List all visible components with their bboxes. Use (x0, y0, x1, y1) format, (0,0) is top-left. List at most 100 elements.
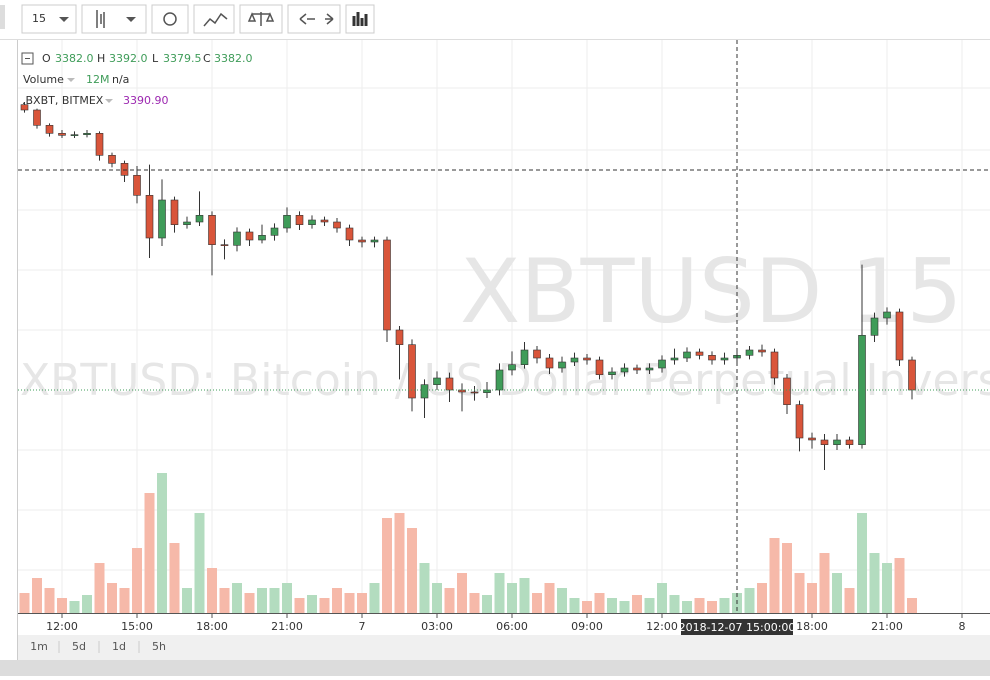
volume-bar (94, 563, 105, 613)
candle-body (320, 219, 329, 223)
candle-body (258, 235, 266, 241)
candle-body (20, 104, 29, 111)
candle-body (533, 349, 541, 359)
volume-bar (269, 588, 280, 613)
volume-value: n/a (112, 73, 129, 86)
legend-open-label: O (42, 52, 51, 65)
volume-bar (682, 601, 692, 613)
volume-bar (432, 583, 442, 613)
volume-bar (494, 573, 505, 613)
volume-bar (894, 558, 905, 613)
volume-bar (482, 595, 492, 613)
candle-body (908, 359, 916, 391)
legend-low: 3379.5 (163, 52, 202, 65)
volume-bar (519, 578, 530, 613)
x-tick-label: 12:00 (646, 620, 678, 633)
range-button[interactable]: 5d (72, 640, 86, 653)
volume-bar (532, 593, 542, 613)
volume-bar (332, 588, 342, 613)
volume-bar (832, 573, 842, 613)
x-tick-label: 21:00 (271, 620, 303, 633)
x-tick-label: 18:00 (196, 620, 228, 633)
candle-body (145, 195, 154, 239)
left-tab (0, 5, 5, 29)
candle-body (570, 357, 579, 363)
candle-body (770, 351, 779, 379)
candle-body (670, 357, 679, 361)
candle-body (45, 125, 54, 134)
candle-body (470, 391, 479, 394)
candle-body (120, 163, 129, 176)
left-strip (0, 40, 18, 660)
volume-bar (594, 593, 605, 613)
x-tick-label: 8 (959, 620, 966, 633)
dropdown-arrow (105, 99, 113, 103)
volume-bar (669, 595, 680, 613)
settings-button[interactable] (151, 4, 189, 34)
candle-body (508, 364, 516, 371)
volume-bar (394, 513, 405, 613)
volume-bar (657, 583, 667, 613)
legend-close-label: C (203, 52, 211, 65)
volume-bar (632, 595, 642, 613)
toolbar (0, 0, 990, 40)
range-button[interactable]: 1d (112, 640, 126, 653)
volume-bar (569, 598, 580, 613)
candle-body (245, 231, 254, 241)
candle-body (895, 311, 904, 361)
index-value: 3390.90 (123, 94, 169, 107)
range-button[interactable]: 5h (152, 640, 166, 653)
chart-style-button[interactable] (81, 4, 147, 34)
watermark-description: XBTUSD: Bitcoin / US Dollar Perpetual In… (20, 355, 990, 406)
legend-open: 3382.0 (55, 52, 94, 65)
candle-body (883, 311, 891, 319)
candle-body (520, 349, 529, 365)
candle-body (133, 175, 141, 196)
crosshair-label: 2018-12-07 15:00:00 (679, 621, 796, 634)
volume-bar (157, 473, 167, 613)
candle-body (295, 215, 304, 225)
volume-bar (282, 583, 292, 613)
candle-body (270, 227, 279, 236)
volume-bar (294, 598, 305, 613)
legend-high: 3392.0 (109, 52, 148, 65)
candle-body (833, 439, 841, 445)
candle-body (558, 361, 566, 369)
candle-body (795, 404, 804, 439)
volume-bar (319, 598, 330, 613)
volume-button[interactable] (345, 4, 375, 34)
volume-bar (182, 588, 192, 613)
volume-bar (619, 601, 630, 613)
candle-body (683, 351, 691, 359)
candle-body (208, 215, 216, 245)
indicators-icon (203, 12, 228, 27)
candle-body (433, 377, 441, 385)
candle-body (195, 215, 204, 223)
volume-bar (169, 543, 180, 613)
volume-bar (582, 601, 592, 613)
candle-body (445, 377, 454, 391)
candle-body (333, 221, 341, 229)
compare-icon (247, 12, 275, 26)
volume-period: 12M (86, 73, 110, 86)
volume-bar (807, 583, 817, 613)
range-bar (18, 635, 990, 660)
volume-bar (744, 588, 755, 613)
volume-bar (219, 588, 230, 613)
volume-bar (144, 493, 155, 613)
candle-body (633, 367, 641, 371)
volume-bar (607, 598, 617, 613)
legend-close: 3382.0 (214, 52, 253, 65)
candle-body (170, 199, 179, 225)
x-axis: 12:00 15:00 18:00 21:00 7 03:00 06:00 09:00 12:0… (46, 613, 966, 636)
candle-body (420, 384, 429, 399)
indicators-button[interactable] (193, 4, 235, 34)
candle-body (283, 215, 291, 229)
crosshair-label-box (681, 619, 793, 636)
range-button[interactable]: 1m (30, 640, 48, 653)
volume-bar (32, 578, 42, 613)
interval-button[interactable] (21, 4, 77, 34)
volume-bar (19, 593, 30, 613)
window-footer (0, 660, 990, 676)
